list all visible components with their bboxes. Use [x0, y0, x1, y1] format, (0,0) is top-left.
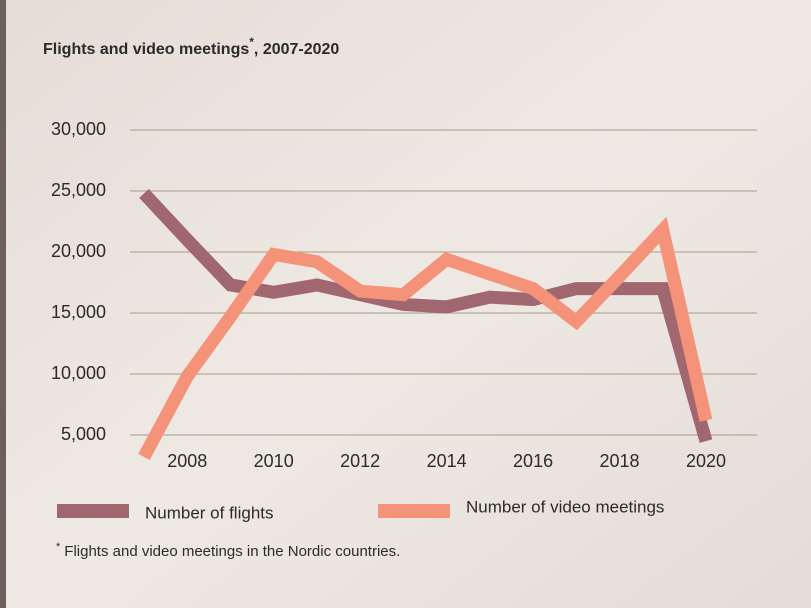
y-tick-label: 5,000 — [61, 424, 106, 444]
legend-label: Number of video meetings — [466, 497, 664, 516]
x-tick-label: 2012 — [340, 451, 380, 471]
legend-swatch — [57, 504, 129, 518]
y-tick-label: 30,000 — [51, 119, 106, 139]
legend-label: Number of flights — [145, 503, 274, 522]
footnote: * Flights and video meetings in the Nordi… — [56, 541, 400, 560]
y-tick-label: 20,000 — [51, 241, 106, 261]
x-tick-label: 2018 — [600, 451, 640, 471]
series-line — [138, 216, 713, 461]
y-tick-label: 15,000 — [51, 302, 106, 322]
x-tick-label: 2008 — [167, 451, 207, 471]
x-tick-label: 2016 — [513, 451, 553, 471]
y-tick-label: 25,000 — [51, 180, 106, 200]
legend-swatch — [378, 504, 450, 518]
x-tick-label: 2010 — [254, 451, 294, 471]
x-tick-label: 2014 — [427, 451, 467, 471]
chart-title: Flights and video meetings*, 2007-2020 — [43, 35, 339, 58]
x-tick-label: 2020 — [686, 451, 726, 471]
y-tick-label: 10,000 — [51, 363, 106, 383]
